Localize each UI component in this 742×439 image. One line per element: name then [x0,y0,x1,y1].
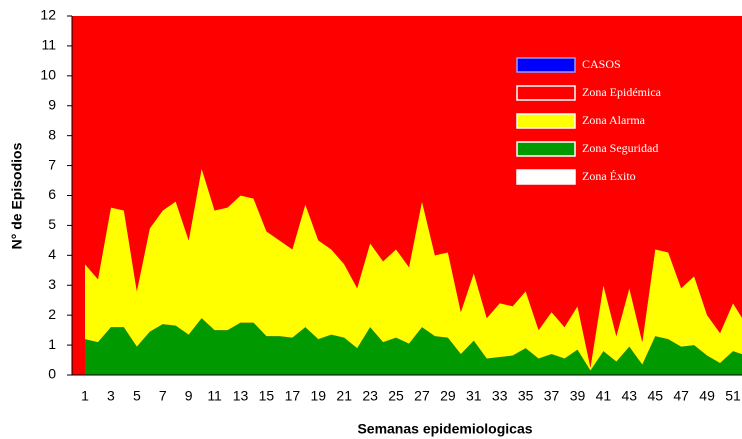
x-tick-label: 37 [544,388,560,404]
x-tick-label: 3 [107,388,115,404]
x-tick-label: 9 [185,388,193,404]
x-tick-label: 51 [725,388,741,404]
legend-swatch [516,85,576,101]
legend-swatch [516,57,576,73]
y-tick-label: 8 [48,126,56,142]
x-tick-label: 33 [492,388,508,404]
y-tick-label: 4 [48,246,56,262]
x-tick-label: 21 [336,388,352,404]
x-tick-label: 41 [596,388,612,404]
legend-label: Zona Éxito [582,169,636,183]
x-tick-label: 29 [440,388,456,404]
x-tick-label: 49 [699,388,715,404]
legend-swatch [516,113,576,129]
x-tick-label: 13 [233,388,249,404]
x-tick-label: 35 [518,388,534,404]
x-tick-label: 1 [81,388,89,404]
legend-label: CASOS [582,57,621,71]
x-tick-label: 17 [285,388,301,404]
y-axis-title: N° de Episodios [9,142,25,249]
x-tick-label: 43 [622,388,638,404]
x-tick-label: 5 [133,388,141,404]
x-tick-label: 45 [647,388,663,404]
legend-swatch [516,141,576,157]
area [85,16,742,368]
x-tick-label: 7 [159,388,167,404]
y-tick-label: 5 [48,216,56,232]
x-axis-title: Semanas epidemiologicas [357,421,532,437]
y-tick-label: 12 [40,7,56,23]
x-tick-label: 27 [414,388,430,404]
legend-swatch [516,169,576,185]
x-tick-label: 23 [362,388,378,404]
y-tick-label: 6 [48,186,56,202]
x-tick-label: 47 [673,388,689,404]
x-tick-label: 31 [466,388,482,404]
x-tick-label: 39 [570,388,586,404]
y-tick-label: 0 [48,366,56,382]
y-tick-label: 7 [48,156,56,172]
x-tick-label: 25 [388,388,404,404]
y-tick-label: 3 [48,276,56,292]
legend-label: Zona Seguridad [582,141,658,155]
y-tick-label: 10 [40,67,56,83]
area [85,168,742,371]
x-tick-label: 11 [207,388,222,404]
y-tick-label: 2 [48,306,56,322]
y-tick-label: 1 [48,336,56,352]
y-tick-label: 11 [41,37,56,53]
x-tick-label: 15 [259,388,275,404]
legend-label: Zona Epidémica [582,85,662,99]
x-tick-label: 19 [310,388,326,404]
legend-label: Zona Alarma [582,113,646,127]
y-tick-label: 9 [48,96,56,112]
area [85,318,742,375]
